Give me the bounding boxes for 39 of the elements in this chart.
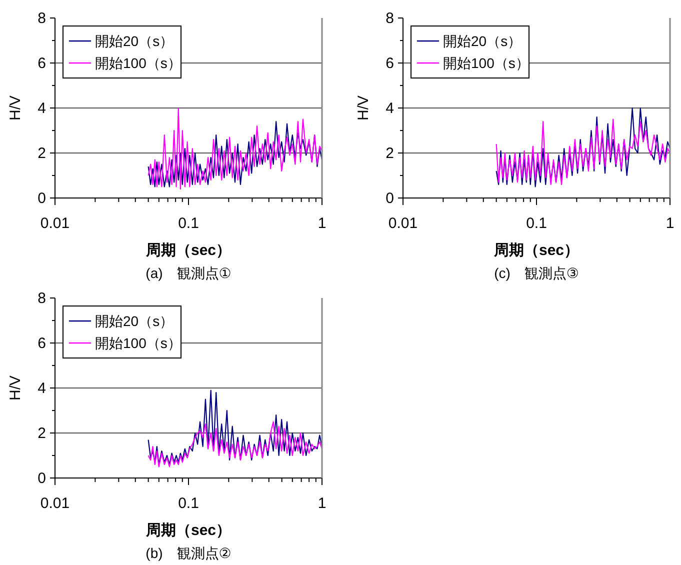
x-tick-label: 1	[318, 495, 326, 512]
y-axis-title: H/V	[355, 95, 372, 121]
x-tick-label: 0.01	[40, 495, 70, 512]
x-tick-label: 0.01	[388, 215, 418, 232]
legend-label: 開始100（s）	[95, 55, 182, 71]
y-axis-title: H/V	[7, 95, 24, 121]
y-tick-label: 6	[386, 55, 394, 72]
x-tick-label: 0.1	[178, 215, 199, 232]
y-axis-title: H/V	[7, 375, 24, 401]
y-tick-label: 2	[38, 425, 46, 442]
x-axis-title: 周期（sec）	[144, 242, 232, 259]
legend-label: 開始20（s）	[95, 33, 174, 49]
legend-label: 開始100（s）	[443, 55, 530, 71]
y-tick-label: 8	[38, 10, 46, 27]
y-tick-label: 6	[38, 335, 46, 352]
text: (b) 観測点②	[146, 545, 232, 561]
x-tick-label: 0.1	[178, 495, 199, 512]
y-tick-label: 2	[386, 145, 394, 162]
legend-label: 開始100（s）	[95, 335, 182, 351]
y-tick-label: 6	[38, 55, 46, 72]
y-tick-label: 4	[38, 380, 46, 397]
x-tick-label: 0.1	[526, 215, 547, 232]
legend-label: 開始20（s）	[95, 313, 174, 329]
y-tick-label: 4	[38, 100, 46, 117]
text: (a) 観測点①	[146, 265, 232, 281]
legend-label: 開始20（s）	[443, 33, 522, 49]
x-tick-label: 1	[318, 215, 326, 232]
y-tick-label: 4	[386, 100, 394, 117]
text: (c) 観測点③	[494, 265, 579, 281]
y-tick-label: 8	[386, 10, 394, 27]
x-tick-label: 0.01	[40, 215, 70, 232]
x-tick-label: 1	[666, 215, 674, 232]
y-tick-label: 8	[38, 290, 46, 307]
y-tick-label: 0	[38, 190, 46, 207]
x-axis-title: 周期（sec）	[144, 522, 232, 539]
x-axis-title: 周期（sec）	[492, 242, 580, 259]
y-tick-label: 0	[386, 190, 394, 207]
y-tick-label: 2	[38, 145, 46, 162]
y-tick-label: 0	[38, 470, 46, 487]
